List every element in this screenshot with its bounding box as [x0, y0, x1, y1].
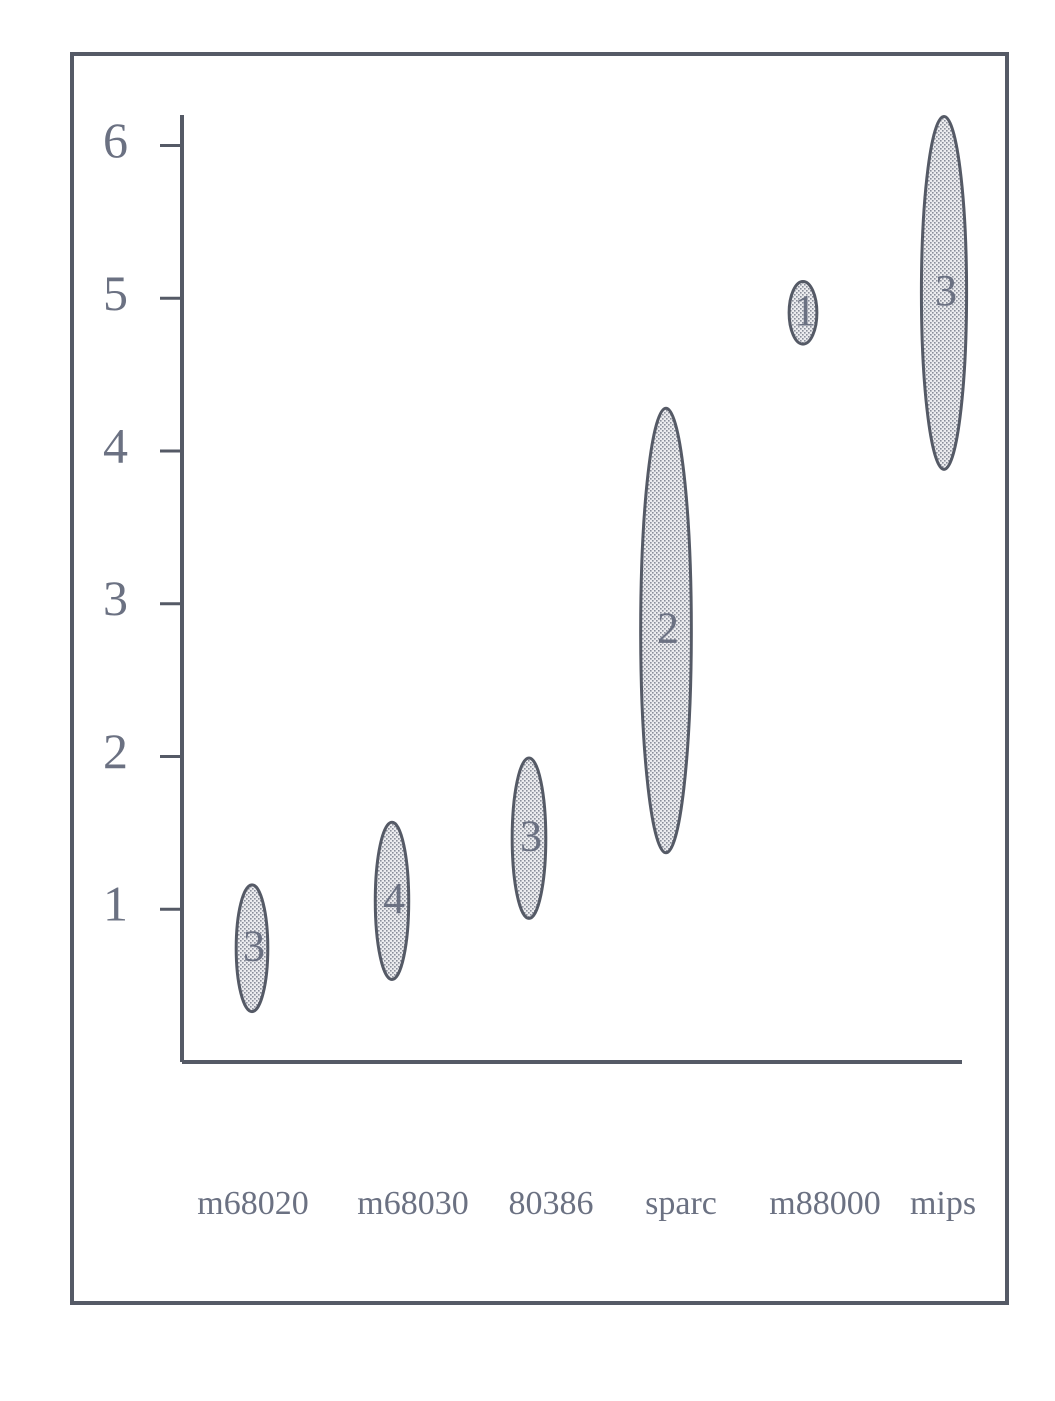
count-label: 3: [520, 811, 542, 860]
y-tick-label: 5: [103, 265, 128, 321]
x-tick-label: 80386: [509, 1185, 594, 1222]
range-ellipse: [639, 406, 693, 855]
range-ellipse: [373, 820, 411, 982]
range-ellipse: [510, 756, 548, 920]
range-ellipse: [787, 279, 819, 346]
x-tick-label: m88000: [769, 1185, 880, 1222]
y-tick-label: 2: [103, 723, 128, 779]
range-ellipse: [919, 115, 969, 471]
y-tick-label: 6: [103, 112, 128, 168]
count-label: 2: [657, 604, 679, 653]
x-tick-label: m68030: [357, 1185, 468, 1222]
count-label: 1: [794, 286, 816, 335]
y-tick-label: 4: [103, 418, 128, 474]
count-label: 3: [243, 921, 265, 970]
count-label: 4: [383, 874, 405, 923]
x-tick-label: mips: [910, 1185, 976, 1222]
range-ellipse: [234, 883, 270, 1014]
y-tick-label: 3: [103, 570, 128, 626]
count-label: 3: [935, 266, 957, 315]
frame: [70, 52, 1009, 1305]
x-tick-label: m68020: [197, 1185, 308, 1222]
y-tick-label: 1: [103, 876, 128, 932]
x-tick-label: sparc: [645, 1185, 717, 1222]
